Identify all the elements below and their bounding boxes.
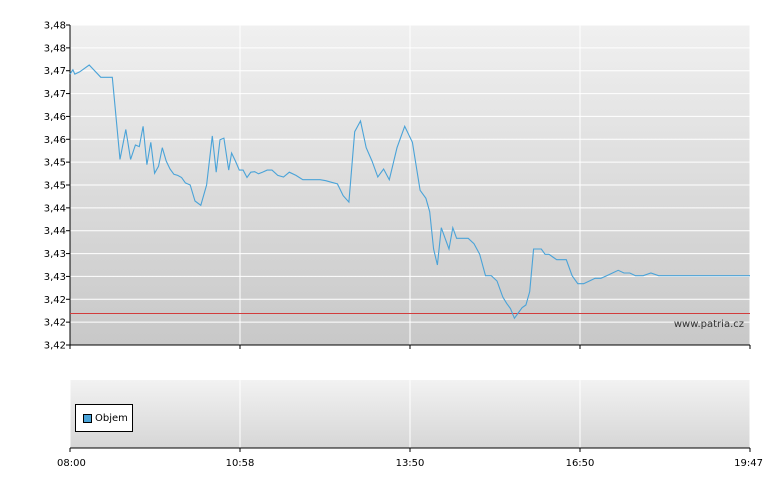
price-series-line <box>69 64 750 320</box>
y-tick-label: 3,44 <box>44 203 66 214</box>
x-tick-label: 19:47 <box>734 458 763 469</box>
volume-x-axis: 08:00 10:58 13:50 16:50 19:47 <box>57 448 763 469</box>
legend-swatch <box>83 413 92 423</box>
x-tick-label: 16:50 <box>566 458 595 469</box>
watermark: www.patria.cz <box>674 319 744 330</box>
y-tick-label: 3,45 <box>44 158 66 169</box>
y-tick-label: 3,42 <box>44 318 66 329</box>
price-x-ticks <box>69 345 751 349</box>
y-tick-label: 3,46 <box>44 135 66 146</box>
x-tick-label: 10:58 <box>226 458 255 469</box>
y-tick-label: 3,42 <box>44 295 66 306</box>
price-y-axis: 3,48 3,48 3,47 3,47 3,46 3,46 3,45 3,45 3,44 3,44… <box>44 21 70 352</box>
x-tick-label: 08:00 <box>57 458 86 469</box>
y-tick-label: 3,46 <box>44 112 66 123</box>
y-tick-label: 3,42 <box>44 341 66 352</box>
y-tick-label: 3,48 <box>44 21 66 32</box>
y-tick-label: 3,45 <box>44 181 66 192</box>
y-tick-label: 3,43 <box>44 249 66 260</box>
legend-label: Objem <box>95 412 128 424</box>
y-tick-label: 3,47 <box>44 66 66 77</box>
y-tick-label: 3,43 <box>44 272 66 283</box>
y-tick-label: 3,48 <box>44 43 66 54</box>
volume-grid <box>69 380 751 448</box>
y-tick-label: 3,47 <box>44 89 66 100</box>
x-tick-label: 13:50 <box>396 458 425 469</box>
y-tick-label: 3,44 <box>44 226 66 237</box>
volume-legend: Objem <box>75 404 133 432</box>
